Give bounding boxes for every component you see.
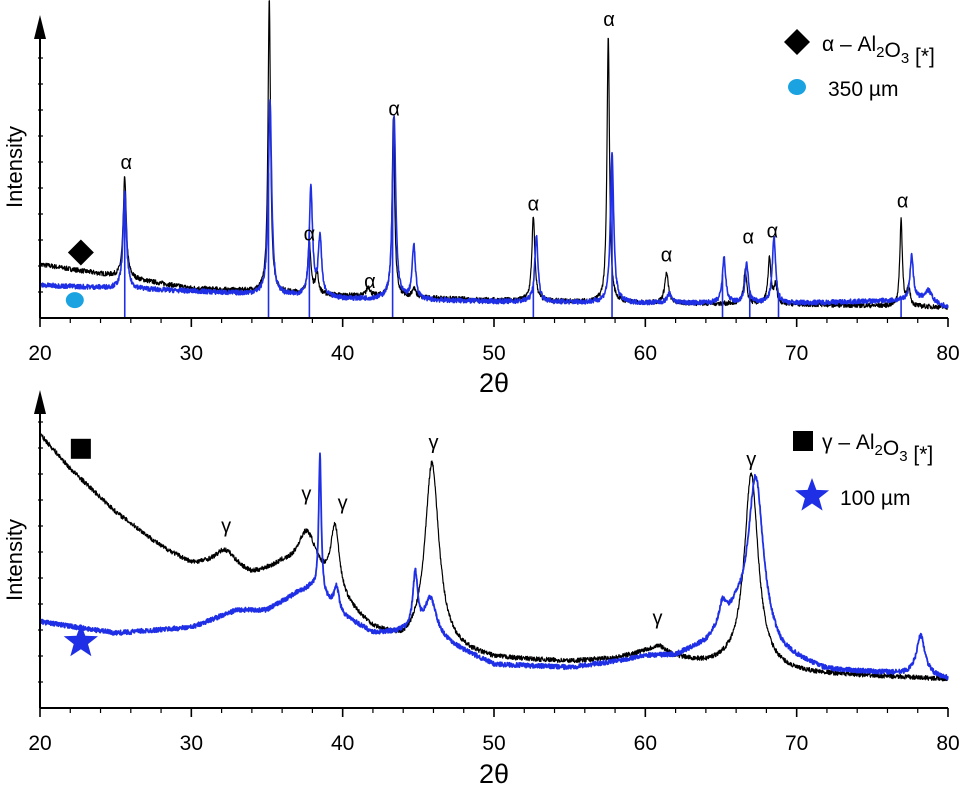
legend-label: γ – Al2O3 [*] xyxy=(822,431,933,466)
y-axis-arrow-icon xyxy=(34,390,46,414)
plot-square-icon xyxy=(70,438,91,459)
legend-label: 350 µm xyxy=(828,78,898,101)
x-tick-label: 30 xyxy=(180,732,203,755)
peak-label: α xyxy=(897,191,909,213)
panel-gamma-alumina: 20 30 40 50 60 70 80 2θ Intensity γ γ γ γ γ γ γ – Al2O3… xyxy=(2,390,960,789)
peak-label: γ xyxy=(338,492,348,514)
peak-label: α xyxy=(742,227,754,249)
x-axis-label: 2θ xyxy=(479,368,509,398)
legend-text: O xyxy=(883,437,899,460)
plot-diamond-icon xyxy=(67,239,94,266)
x-tick-label: 40 xyxy=(331,732,354,755)
legend-label: α – Al2O3 [*] xyxy=(822,33,935,68)
legend-text: O xyxy=(885,39,901,62)
x-axis-label: 2θ xyxy=(479,759,509,789)
legend-text: γ – Al xyxy=(822,431,875,454)
y-axis-arrow-icon xyxy=(34,15,46,39)
legend-label: 100 µm xyxy=(840,487,910,510)
peak-label: α xyxy=(263,0,275,1)
peak-label: γ xyxy=(428,432,438,454)
x-tick-label: 20 xyxy=(28,342,51,365)
peak-label: γ xyxy=(221,515,231,537)
plot-circle-icon xyxy=(65,292,84,309)
peak-label: α xyxy=(304,224,316,246)
peak-label: γ xyxy=(652,607,662,629)
legend-subscript: 3 xyxy=(899,448,907,465)
legend-diamond-icon xyxy=(784,29,810,55)
x-tick-label: 60 xyxy=(634,732,657,755)
legend-circle-icon xyxy=(788,79,806,95)
legend-text: [*] xyxy=(908,443,934,466)
legend-star-icon xyxy=(794,478,830,511)
legend-text: α – Al xyxy=(822,33,876,56)
legend-square-icon xyxy=(793,431,813,451)
panel-alpha-alumina: 203040506070802θIntensityαααααααααααα – … xyxy=(2,0,960,398)
peak-label: γ xyxy=(301,484,311,506)
peak-label: α xyxy=(120,152,132,174)
peak-label: α xyxy=(767,221,779,243)
peak-label: α xyxy=(528,194,540,216)
y-axis-label: Intensity xyxy=(2,126,27,208)
legend-text: [*] xyxy=(909,45,935,68)
peak-label: γ xyxy=(746,449,756,471)
series-line-1 xyxy=(39,452,949,681)
x-tick-label: 80 xyxy=(936,342,959,365)
x-tick-label: 70 xyxy=(785,732,808,755)
peak-label: α xyxy=(603,9,615,31)
legend-subscript: 2 xyxy=(875,442,883,459)
series-line-0 xyxy=(39,0,949,310)
x-tick-label: 50 xyxy=(482,342,505,365)
x-tick-label: 20 xyxy=(28,732,51,755)
peak-label: α xyxy=(364,271,376,293)
x-tick-label: 60 xyxy=(634,342,657,365)
x-tick-label: 80 xyxy=(936,732,959,755)
plot-star-icon xyxy=(63,623,98,657)
series-line-1 xyxy=(39,98,949,309)
peak-label: α xyxy=(661,244,673,266)
x-tick-label: 40 xyxy=(331,342,354,365)
y-axis-label: Intensity xyxy=(2,519,27,601)
x-tick-label: 70 xyxy=(785,342,808,365)
x-tick-label: 30 xyxy=(180,342,203,365)
legend-subscript: 2 xyxy=(876,44,884,61)
legend-subscript: 3 xyxy=(901,50,909,67)
series-line-0 xyxy=(39,433,949,682)
x-tick-label: 50 xyxy=(482,732,505,755)
peak-label: α xyxy=(388,98,400,120)
